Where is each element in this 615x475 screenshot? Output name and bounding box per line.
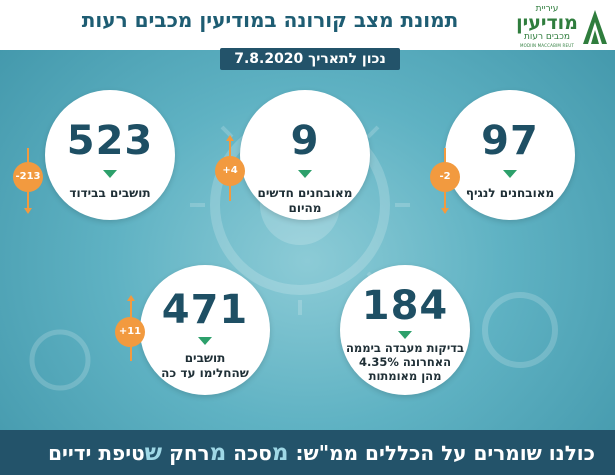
trend-down-icon <box>103 170 117 178</box>
rule-letter: מ <box>271 440 289 466</box>
stat-circle <box>445 90 575 220</box>
stat-value: 471 <box>161 287 249 333</box>
stat-new-diagnosed: 9 מאובחנים חדשים מהיום +4 <box>215 90 375 240</box>
stat-recovered: 471 תושבים שהחלימו עד כה +11 <box>115 265 275 415</box>
trend-down-icon <box>198 337 212 345</box>
rule-word: רחק <box>169 441 210 465</box>
stat-circle <box>340 265 470 395</box>
arrow-up-icon <box>127 295 135 301</box>
footer-prefix: כולנו שומרים על הכללים ממ"ש: <box>295 441 595 465</box>
logo-town: עיריית <box>535 4 559 14</box>
stat-label: תושבים בבידוד <box>69 186 151 200</box>
stat-value: 9 <box>290 118 320 164</box>
stat-isolation: 523 תושבים בבידוד -213 <box>13 90 180 240</box>
change-badge: -213 <box>13 162 43 192</box>
arrow-down-icon <box>24 208 32 214</box>
change-badge: -2 <box>430 162 460 192</box>
stat-value: 184 <box>361 283 449 329</box>
trend-down-icon <box>298 170 312 178</box>
stat-label: תושבים שהחלימו עד כה <box>161 351 249 380</box>
stat-label: מאובחנים חדשים מהיום <box>257 186 353 215</box>
change-badge: +4 <box>215 156 245 186</box>
trend-down-icon <box>398 331 412 339</box>
logo-english: MODIIN MACCABIM REUT <box>519 43 575 48</box>
stat-label: מאובחנים לנגיף <box>465 186 555 200</box>
logo-name: מודיעין <box>516 12 578 34</box>
city-logo: עיריית מודיעין מכבים רעות MODIIN MACCABI… <box>512 4 607 48</box>
footer-message: כולנו שומרים על הכללים ממ"ש: מסכה מרחק ש… <box>15 440 595 466</box>
trend-down-icon <box>503 170 517 178</box>
rule-word: טיפת ידיים <box>48 441 145 465</box>
logo-sub: מכבים רעות <box>523 32 570 42</box>
rule-letter: ש <box>144 440 163 466</box>
logo-mark-icon <box>583 10 607 44</box>
arrow-up-icon <box>226 135 234 141</box>
page-title: תמונת מצב קורונה במודיעין מכבים רעות <box>81 8 459 32</box>
footer-banner: כולנו שומרים על הכללים ממ"ש: מסכה מרחק ש… <box>0 430 615 475</box>
stat-label: בדיקות מעבדה ביממה האחרונה 4.35% מהן מאו… <box>345 341 465 383</box>
change-badge: +11 <box>115 317 145 347</box>
stat-diagnosed: 97 מאובחנים לנגיף -2 <box>430 90 580 240</box>
date-banner: נכון לתאריך 7.8.2020 <box>220 48 400 70</box>
arrow-down-icon <box>441 208 449 214</box>
stat-circle <box>140 265 270 395</box>
stat-circle <box>45 90 175 220</box>
rule-letter: מ <box>209 440 227 466</box>
stat-value: 97 <box>481 118 539 164</box>
stat-lab-tests: 184 בדיקות מעבדה ביממה האחרונה 4.35% מהן… <box>325 265 475 415</box>
stat-value: 523 <box>66 118 154 164</box>
stat-circle <box>240 90 370 220</box>
rule-word: סכה <box>233 441 272 465</box>
header: תמונת מצב קורונה במודיעין מכבים רעות עיר… <box>0 0 615 50</box>
